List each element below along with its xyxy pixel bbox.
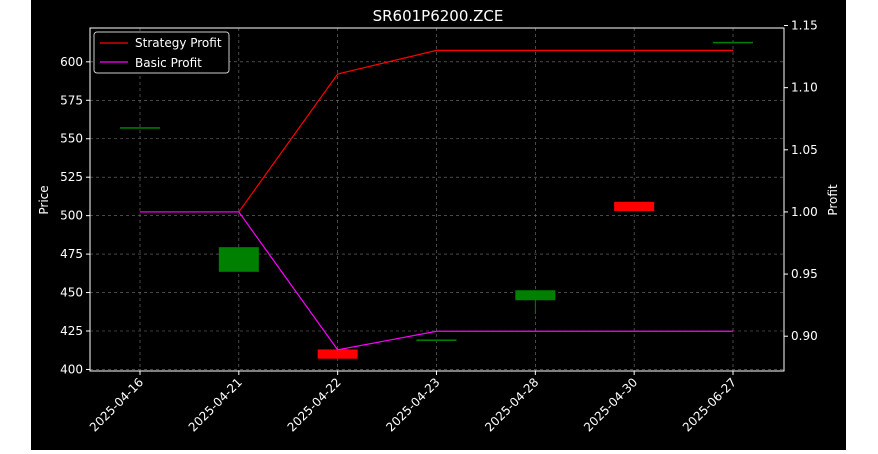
x-tick-label: 2025-06-27: [680, 375, 739, 434]
y2-axis-label: Profit: [826, 184, 840, 216]
y2-tick-label: 1.00: [791, 205, 818, 219]
right-axis-ticks: 0.90 0.95 1.00 1.05 1.10 1.15: [784, 19, 818, 343]
candle-body: [416, 339, 457, 341]
y-tick-label: 450: [60, 286, 83, 300]
candle-body: [515, 290, 556, 301]
x-axis-ticks: 2025-04-16 2025-04-21 2025-04-22 2025-04-23…: [87, 371, 739, 434]
x-tick-label: 2025-04-22: [285, 375, 344, 434]
plot-area-frame: [89, 27, 785, 372]
candle-body: [713, 41, 753, 44]
x-tick-label: 2025-04-23: [383, 375, 442, 434]
x-tick-label: 2025-04-30: [581, 375, 640, 434]
y-tick-label: 600: [60, 55, 83, 69]
candle-body: [218, 247, 259, 272]
y-tick-label: 525: [60, 170, 83, 184]
y-tick-label: 500: [60, 209, 83, 223]
chart-figure: SR601P6200.ZCE 400 425 450 475 500 525 550 575 6…: [31, 0, 846, 450]
legend-label-basic-profit: Basic Profit: [135, 56, 202, 70]
y-tick-label: 475: [60, 247, 83, 261]
price-profit-chart: SR601P6200.ZCE 400 425 450 475 500 525 550 575 6…: [37, 7, 840, 434]
left-axis-ticks: 400 425 450 475 500 525 550 575 600: [60, 55, 90, 376]
y-tick-label: 400: [60, 362, 83, 376]
y2-tick-label: 0.95: [791, 267, 818, 281]
y2-tick-label: 1.05: [791, 143, 818, 157]
y2-tick-label: 0.90: [791, 329, 818, 343]
x-tick-label: 2025-04-16: [87, 375, 146, 434]
candle-body: [120, 127, 160, 129]
profit-lines: [140, 49, 733, 351]
y-axis-label: Price: [37, 185, 51, 214]
y-tick-label: 425: [60, 324, 83, 338]
y2-tick-label: 1.15: [791, 19, 818, 33]
legend: Strategy Profit Basic Profit: [93, 31, 230, 74]
series-line-basic-profit: [140, 211, 733, 351]
legend-label-strategy-profit: Strategy Profit: [135, 36, 222, 50]
candle-body: [317, 349, 358, 359]
chart-title: SR601P6200.ZCE: [373, 7, 504, 25]
candle-body: [614, 201, 655, 212]
y2-tick-label: 1.10: [791, 81, 818, 95]
candlesticks: [120, 41, 753, 359]
x-tick-label: 2025-04-21: [186, 375, 245, 434]
grid-lines: [90, 28, 784, 371]
x-tick-label: 2025-04-28: [482, 375, 541, 434]
y-tick-label: 550: [60, 132, 83, 146]
y-tick-label: 575: [60, 93, 83, 107]
legend-box: [93, 31, 230, 74]
